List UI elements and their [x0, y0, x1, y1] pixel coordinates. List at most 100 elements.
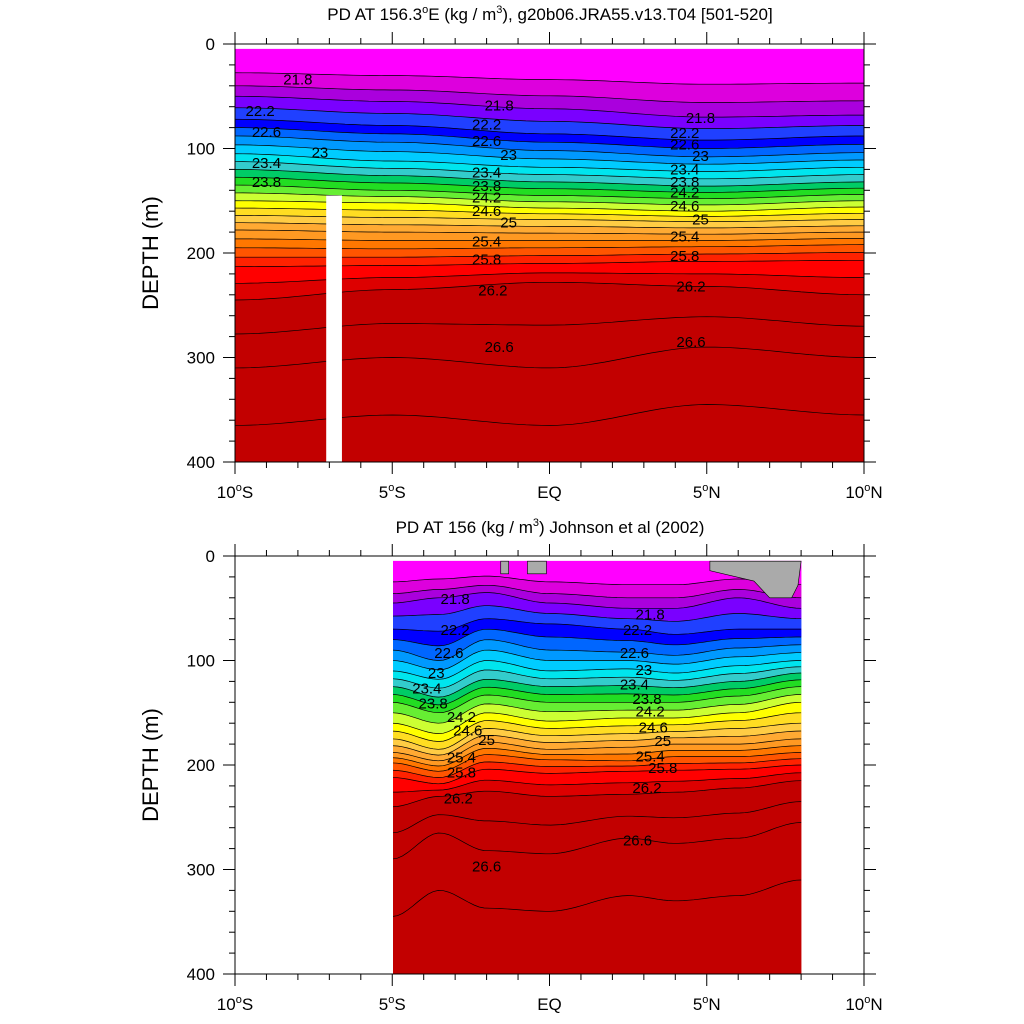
top-contour-line-12 — [235, 184, 864, 200]
panel-top-title: PD AT 156.3oE (kg / m3), g20b06.JRA55.v1… — [327, 4, 772, 24]
bot-ytick-label-2: 200 — [187, 756, 215, 775]
top-xtick-label-0: 10oS — [217, 482, 253, 502]
top-xtick-label-3: 5oN — [693, 482, 721, 502]
panel-bottom-ylabel: DEPTH (m) — [138, 708, 163, 822]
bot-contour-line-25 — [393, 801, 802, 834]
missing-data-column — [326, 195, 342, 462]
bot-contour-line-3 — [393, 605, 802, 622]
top-contour-line-5 — [235, 127, 864, 149]
top-ytick-label-4: 400 — [187, 453, 215, 472]
bot-contour-label-10: 23.8 — [419, 695, 448, 712]
top-contour-label-19: 24.2 — [670, 184, 699, 201]
bot-contour-line-19 — [393, 745, 802, 767]
bot-ytick-label-0: 0 — [206, 547, 215, 566]
top-ytick-label-0: 0 — [206, 35, 215, 54]
panel-top-axes: 10oS 5oS EQ 5oN 10oN 0 100 200 300 400 — [187, 32, 883, 502]
top-ytick-label-1: 100 — [187, 140, 215, 159]
panel-bottom: PD AT 156 (kg / m3) Johnson et al (2002)… — [138, 517, 883, 1014]
bot-contour-line-27 — [393, 879, 802, 917]
top-contour-line-0 — [235, 72, 864, 85]
top-contour-label-3: 22.2 — [246, 103, 275, 120]
bot-contour-label-0: 21.8 — [441, 591, 470, 608]
top-contour-label-27: 25.8 — [670, 248, 699, 265]
bot-contour-label-16: 25 — [478, 732, 495, 749]
bot-contour-label-9: 23.4 — [620, 677, 649, 694]
top-contour-label-12: 23.4 — [252, 155, 281, 172]
top-contour-line-9 — [235, 161, 864, 180]
bot-ytick-label-3: 300 — [187, 861, 215, 880]
top-contour-label-1: 21.8 — [485, 98, 514, 115]
top-contour-label-10: 23 — [500, 147, 517, 164]
bot-contour-label-8: 23.4 — [412, 681, 441, 698]
top-contour-line-7 — [235, 144, 864, 165]
top-contour-line-4 — [235, 118, 864, 141]
panel-bottom-contour-fill — [393, 560, 802, 974]
bot-contour-label-3: 22.2 — [623, 622, 652, 639]
top-contour-label-11: 23 — [692, 148, 709, 165]
bot-contour-line-22 — [393, 764, 802, 785]
bot-contour-label-24: 26.6 — [472, 858, 501, 875]
top-contour-label-30: 26.6 — [485, 339, 514, 356]
top-contour-label-16: 23.8 — [472, 178, 501, 195]
bot-contour-line-13 — [393, 694, 802, 724]
top-ytick-label-2: 200 — [187, 244, 215, 263]
bot-contour-label-14: 24.6 — [453, 723, 482, 740]
bot-contour-label-12: 24.2 — [447, 709, 476, 726]
top-contour-label-23: 25 — [692, 212, 709, 229]
panel-bottom-contour-lines — [393, 575, 802, 917]
bot-contour-line-24 — [393, 780, 802, 808]
bot-contour-line-18 — [393, 738, 802, 762]
top-xtick-label-2: EQ — [537, 483, 562, 502]
top-contour-label-26: 25.8 — [472, 251, 501, 268]
bot-contour-line-14 — [393, 701, 802, 734]
top-contour-label-14: 23.4 — [670, 161, 699, 178]
bot-contour-line-2 — [393, 592, 802, 609]
bot-contour-label-22: 26.2 — [444, 790, 473, 807]
bot-contour-label-18: 25.4 — [447, 750, 476, 767]
top-contour-label-15: 23.8 — [252, 174, 281, 191]
panel-bottom-axes: 10oS 5oS EQ 5oN 10oN 0 100 200 300 400 — [187, 544, 883, 1014]
bot-contour-label-19: 25.4 — [636, 749, 665, 766]
bot-contour-line-17 — [393, 730, 802, 756]
panel-top-overlays — [326, 195, 342, 462]
bot-contour-line-10 — [393, 672, 802, 698]
top-contour-line-6 — [235, 135, 864, 158]
top-contour-line-3 — [235, 107, 864, 129]
bot-contour-line-0 — [393, 575, 802, 586]
top-ytick-label-3: 300 — [187, 349, 215, 368]
top-contour-label-28: 26.2 — [478, 283, 507, 300]
bot-contour-label-21: 25.8 — [648, 760, 677, 777]
bot-contour-line-5 — [393, 628, 802, 647]
top-contour-line-1 — [235, 85, 864, 103]
bot-contour-line-1 — [393, 584, 802, 599]
bot-contour-line-16 — [393, 722, 802, 750]
top-contour-label-29: 26.2 — [676, 278, 705, 295]
top-contour-label-21: 24.6 — [670, 198, 699, 215]
top-contour-label-18: 24.2 — [472, 190, 501, 207]
bot-contour-line-9 — [393, 666, 802, 689]
panel-bottom-title: PD AT 156 (kg / m3) Johnson et al (2002) — [396, 517, 705, 537]
bot-contour-label-5: 22.6 — [620, 645, 649, 662]
panel-top-contour-labels: 21.821.821.822.222.2 22.222.622.6 22.623 23… — [246, 72, 716, 357]
top-contour-label-7: 22.6 — [472, 133, 501, 150]
bot-xtick-label-1: 5oS — [379, 994, 406, 1014]
bot-contour-label-23: 26.2 — [632, 780, 661, 797]
bot-contour-line-6 — [393, 639, 802, 661]
top-contour-line-8 — [235, 153, 864, 172]
panel-top-ylabel: DEPTH (m) — [138, 196, 163, 310]
bot-contour-label-15: 24.6 — [639, 719, 668, 736]
bot-contour-line-23 — [393, 772, 802, 793]
top-contour-label-22: 25 — [500, 215, 517, 232]
top-contour-line-2 — [235, 95, 864, 118]
top-contour-label-2: 21.8 — [686, 110, 715, 127]
bot-contour-label-1: 21.8 — [636, 607, 665, 624]
bot-contour-label-25: 26.6 — [623, 832, 652, 849]
top-contour-line-10 — [235, 169, 864, 187]
missing-patch-c — [500, 560, 509, 575]
bot-contour-label-4: 22.6 — [434, 645, 463, 662]
bot-contour-line-4 — [393, 618, 802, 635]
bot-contour-label-2: 22.2 — [441, 622, 470, 639]
top-contour-label-4: 22.2 — [472, 116, 501, 133]
bot-contour-line-20 — [393, 752, 802, 772]
